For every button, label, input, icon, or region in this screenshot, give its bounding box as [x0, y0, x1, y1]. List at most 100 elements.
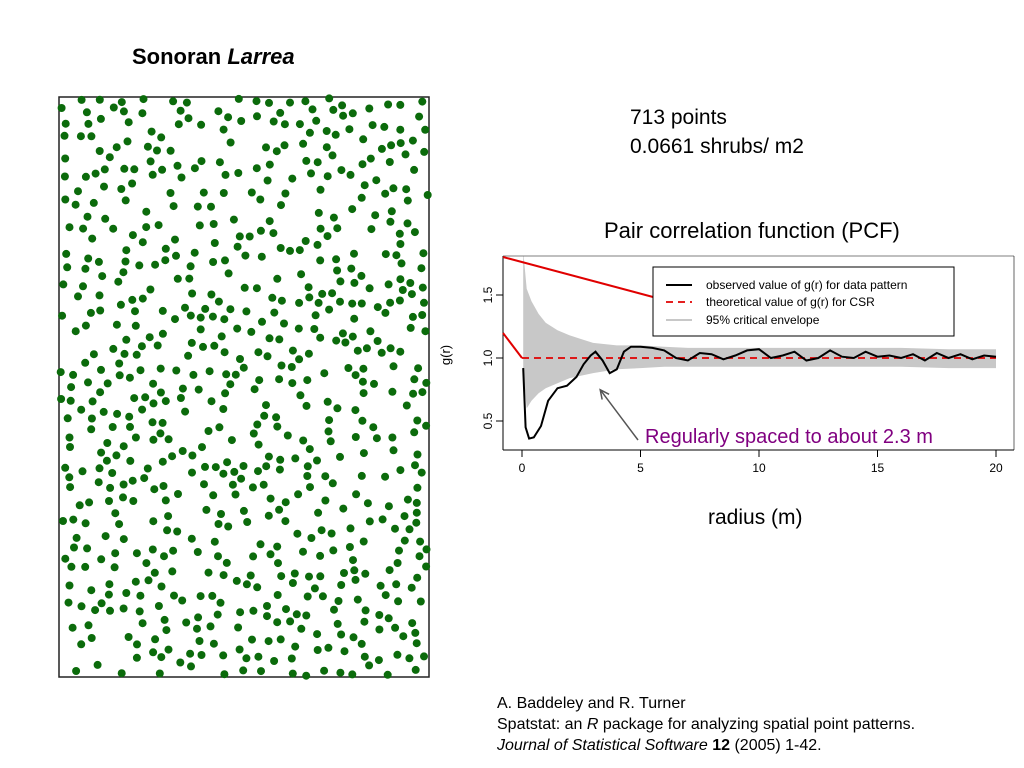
shrub-point [275, 375, 284, 384]
shrub-point [173, 274, 182, 283]
shrub-point [265, 334, 274, 343]
shrub-point [413, 483, 422, 492]
shrub-point [386, 344, 395, 353]
shrub-point [252, 284, 261, 293]
shrub-point [333, 266, 342, 275]
shrub-point [217, 510, 225, 518]
shrub-point [257, 252, 266, 261]
shrub-point [407, 583, 416, 592]
shrub-point [351, 433, 360, 441]
shrub-point [281, 189, 290, 198]
shrub-point [290, 569, 299, 578]
pattern-stats: 713 points 0.0661 shrubs/ m2 [630, 103, 804, 161]
shrub-point [105, 580, 114, 589]
shrub-point [280, 141, 289, 150]
shrub-point [381, 308, 390, 317]
shrub-point [91, 606, 100, 615]
shrub-point [381, 250, 390, 259]
shrub-point [133, 640, 141, 649]
shrub-point [348, 205, 357, 214]
shrub-point [97, 599, 106, 608]
shrub-point [132, 549, 141, 558]
shrub-point [288, 379, 297, 388]
shrub-point [84, 254, 93, 263]
x-tick-label: 0 [519, 461, 526, 475]
shrub-point [138, 109, 147, 118]
shrub-point [138, 405, 147, 414]
shrub-point [399, 632, 408, 641]
shrub-point [69, 515, 78, 524]
shrub-point [381, 591, 390, 600]
shrub-point [128, 295, 137, 304]
shrub-point [421, 327, 430, 336]
shrub-point [416, 537, 425, 546]
shrub-point [277, 572, 286, 581]
shrub-point [422, 421, 431, 430]
shrub-point [420, 298, 428, 307]
shrub-point [360, 652, 369, 661]
shrub-point [301, 237, 310, 245]
citation-title: Spatstat: an R package for analyzing spa… [497, 714, 915, 735]
shrub-point [210, 341, 219, 350]
shrub-point [78, 467, 87, 476]
shrub-point [104, 590, 113, 599]
shrub-point [252, 164, 261, 173]
shrub-point [112, 451, 121, 460]
shrub-point [322, 127, 331, 135]
shrub-point [393, 650, 402, 659]
shrub-point [276, 244, 285, 252]
shrub-point [313, 158, 322, 167]
shrub-point [227, 436, 236, 445]
shrub-point [398, 286, 407, 294]
shrub-point [87, 425, 96, 434]
shrub-point [144, 576, 153, 585]
shrub-point [366, 327, 375, 336]
shrub-point [187, 534, 196, 543]
shrub-point [59, 517, 67, 525]
shrub-point [346, 524, 355, 533]
shrub-point [256, 540, 265, 549]
shrub-point [115, 371, 124, 380]
shrub-point [397, 259, 406, 268]
shrub-point [303, 462, 312, 471]
shrub-point [220, 348, 229, 357]
shrub-point [269, 117, 278, 126]
shrub-point [388, 433, 397, 442]
shrub-point [65, 473, 74, 482]
shrub-point [340, 647, 349, 656]
shrub-point [233, 242, 242, 251]
shrub-point [316, 224, 325, 233]
shrub-point [288, 346, 297, 355]
shrub-point [369, 423, 378, 432]
legend-entry: 95% critical envelope [706, 313, 820, 327]
shrub-point [321, 472, 330, 481]
shrub-point [128, 231, 137, 240]
shrub-point [219, 469, 228, 478]
shrub-point [89, 350, 98, 359]
shrub-point [253, 583, 262, 592]
shrub-point [316, 185, 325, 194]
shrub-point [97, 555, 106, 564]
shrub-point [117, 98, 126, 107]
shrub-point [94, 257, 103, 266]
shrub-point [338, 329, 347, 338]
shrub-point [361, 569, 370, 578]
citation: A. Baddeley and R. Turner Spatstat: an R… [497, 693, 915, 756]
shrub-point [411, 665, 420, 674]
shrub-point [164, 435, 173, 444]
shrub-point [384, 280, 393, 289]
shrub-point [333, 224, 342, 233]
shrub-point [377, 348, 386, 357]
shrub-point [159, 482, 168, 490]
shrub-point [256, 226, 265, 235]
shrub-point [94, 478, 103, 487]
shrub-point [220, 315, 229, 324]
shrub-point [291, 454, 300, 463]
shrub-point [61, 154, 70, 163]
shrub-point [313, 646, 322, 654]
shrub-point [395, 229, 404, 238]
shrub-point [210, 537, 219, 546]
shrub-point [194, 613, 203, 622]
shrub-point [249, 552, 258, 561]
shrub-point [103, 379, 112, 388]
